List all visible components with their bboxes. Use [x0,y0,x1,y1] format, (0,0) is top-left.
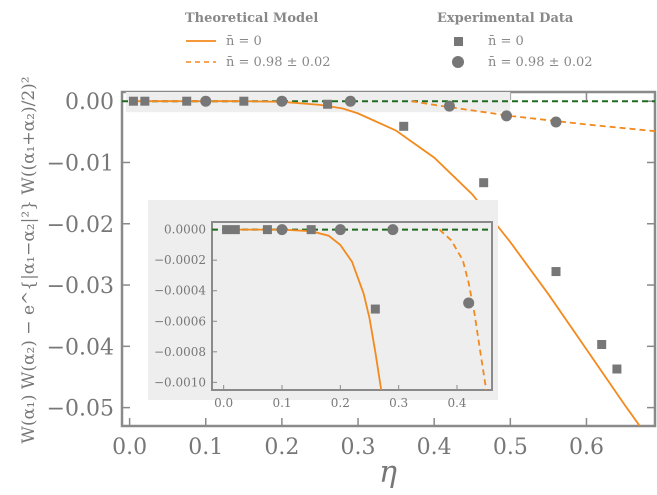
point-exp_n0 [479,178,489,188]
point-exp_n0 [128,96,138,106]
point-exp_n0 [222,225,232,235]
series-line-theory_n0 [129,100,641,426]
series-line-theory_n0 [223,228,383,390]
point-exp_n0 [551,267,561,277]
y-tick-label: −0.02 [47,213,114,238]
point-exp_n098 [276,224,288,236]
y-tick-label: −0.01 [47,151,114,176]
inset-x-tick-label: 0.2 [331,396,350,410]
point-exp_n098 [334,224,346,236]
x-tick-label: 0.6 [569,435,604,460]
inset-y-tick-label: −0.0006 [154,314,206,328]
y-tick-label: −0.05 [47,397,114,422]
point-exp_n0 [323,99,333,109]
inset-y-tick-label: −0.0008 [154,345,206,359]
point-exp_n0 [182,96,192,106]
point-exp_n098 [200,95,212,107]
point-exp_n0 [597,339,607,349]
point-exp_n098 [501,110,513,122]
zero-band [125,92,511,113]
y-axis-label: W(α₁) W(α₂) − e^{|α₁−α₂|²} W((α₁+α₂)/2)² [19,76,39,443]
point-exp_n0 [612,364,622,374]
x-tick-label: 0.5 [493,435,528,460]
legend-experiment-title: Experimental Data [437,11,574,26]
point-exp_n0 [370,304,380,314]
inset-x-tick-label: 0.3 [389,396,408,410]
inset-x-tick-label: 0.1 [272,396,291,410]
point-exp_n0 [306,225,316,235]
main-axis-ticks: 0.0 0.1 0.2 0.3 0.4 0.5 0.6 0.00 −0.01 −0.02 −0.03… [47,90,655,460]
y-tick-label: −0.04 [47,335,114,360]
x-tick-label: 0.0 [112,435,147,460]
y-tick-label: −0.03 [47,274,114,299]
inset-y-tick-label: −0.0002 [154,253,206,267]
inset-y-tick-label: 0.0000 [164,223,206,237]
legend-exp-n0-marker [454,37,463,46]
x-tick-label: 0.1 [188,435,223,460]
legend-exp-n098-marker [452,56,464,68]
point-exp_n098 [276,95,288,107]
inset-x-tick-label: 0.0 [214,396,233,410]
inset-axis-ticks: 0.0 0.1 0.2 0.3 0.4 0.0000 −0.0002 −0.0004 −0.00… [154,223,467,410]
point-exp_n098 [550,116,562,128]
point-exp_n0 [140,96,150,106]
x-tick-label: 0.2 [264,435,299,460]
point-exp_n0 [399,121,409,131]
x-tick-label: 0.3 [341,435,376,460]
point-exp_n098 [443,100,455,112]
series-line-theory_n098 [438,228,488,390]
inset-y-tick-label: −0.0004 [154,284,206,298]
inset-frame [211,221,493,391]
y-tick-label: 0.00 [65,90,114,115]
point-exp_n0 [262,225,272,235]
point-exp_n098 [387,224,399,236]
inset-y-tick-label: −0.0010 [154,375,206,389]
x-tick-label: 0.4 [417,435,452,460]
inset-series-layer [212,224,492,390]
legend-exp-n0-label: n̄ = 0 [488,34,524,49]
inset-x-tick-label: 0.4 [447,396,466,410]
legend-theory-n098-label: n̄ = 0.98 ± 0.02 [226,55,331,70]
x-axis-label: η [379,455,397,490]
point-exp_n098 [344,95,356,107]
legend-exp-n098-label: n̄ = 0.98 ± 0.02 [488,55,593,70]
legend-theory-n0-label: n̄ = 0 [226,34,262,49]
point-exp_n0 [239,96,249,106]
point-exp_n098 [463,297,475,309]
point-exp_n0 [230,225,240,235]
legend-theory-title: Theoretical Model [185,11,318,26]
main-series-layer [122,92,655,426]
legend: Theoretical Model n̄ = 0 n̄ = 0.98 ± 0.0… [185,11,593,70]
